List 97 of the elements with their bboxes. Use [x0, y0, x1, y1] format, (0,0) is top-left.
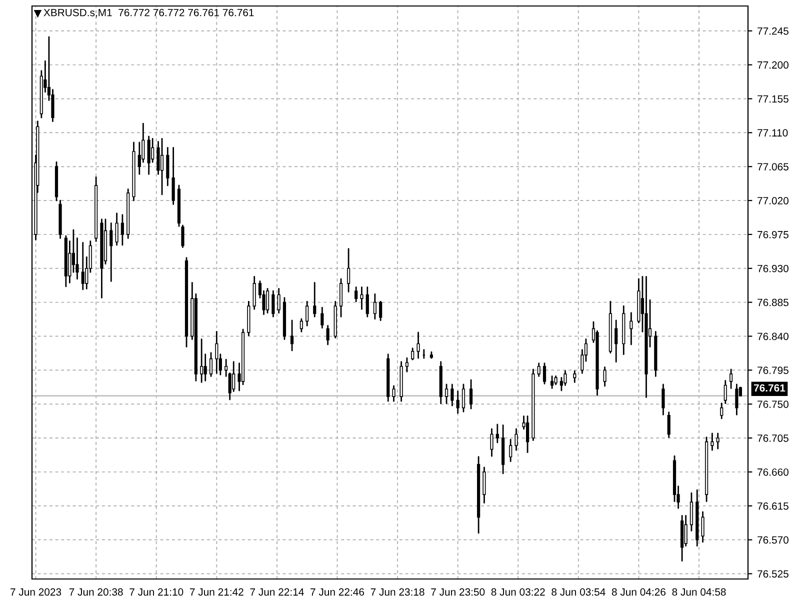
candlestick: [573, 370, 576, 383]
candlestick: [215, 331, 218, 374]
candlestick: [272, 290, 275, 318]
candlestick: [416, 332, 420, 359]
x-tick-label: 7 Jun 2023: [10, 588, 62, 596]
candlestick: [172, 147, 175, 205]
candlestick: [490, 428, 494, 457]
y-tick-label: 77.155: [758, 95, 788, 103]
y-tick-label: 76.750: [758, 400, 788, 408]
y-tick-label: 77.200: [758, 61, 788, 69]
candlestick: [496, 424, 499, 444]
y-tick-label: 76.840: [758, 332, 788, 340]
x-tick-label: 7 Jun 20:38: [69, 588, 123, 596]
candlestick: [450, 384, 454, 406]
candlestick: [603, 366, 606, 387]
x-tick-label: 8 Jun 03:54: [552, 588, 606, 596]
candlestick: [509, 438, 512, 462]
candlestick: [462, 384, 466, 412]
y-tick-label: 76.570: [758, 536, 788, 544]
candlestick: [716, 432, 720, 450]
candlestick: [115, 212, 118, 246]
candlestick: [366, 286, 369, 318]
candlestick: [232, 361, 236, 392]
candlestick: [469, 379, 473, 410]
candlestick: [514, 428, 518, 451]
candlestick: [346, 248, 350, 292]
candlestick: [684, 514, 688, 547]
y-tick-label: 77.020: [758, 197, 788, 204]
candlestick: [68, 240, 72, 284]
candlestick: [354, 286, 358, 302]
candlestick: [209, 352, 213, 377]
x-tick-label: 8 Jun 03:22: [491, 588, 545, 596]
y-tick-label: 77.065: [758, 163, 788, 170]
candlestick: [277, 288, 280, 314]
candlestick: [313, 282, 316, 318]
candlestick: [200, 338, 204, 383]
x-tick-label: 8 Jun 04:26: [612, 588, 666, 596]
y-tick-label: 76.705: [758, 434, 788, 442]
y-tick-label: 76.525: [758, 570, 788, 578]
candlestick: [720, 402, 724, 420]
candlestick: [456, 390, 460, 414]
candlestick: [662, 384, 665, 416]
y-tick-label: 76.615: [758, 502, 788, 510]
x-tick-label: 7 Jun 21:10: [130, 588, 184, 596]
candlestick: [266, 288, 270, 314]
candlestick: [204, 354, 207, 382]
candlestick: [710, 432, 714, 451]
candlestick: [379, 300, 382, 322]
candlestick: [550, 375, 554, 389]
candlestick: [160, 138, 164, 196]
candlestick: [667, 412, 670, 438]
ref-line-label: 76.761: [754, 384, 786, 392]
y-tick-label: 77.245: [758, 27, 788, 35]
candlestick: [360, 286, 364, 310]
candlestick: [373, 293, 376, 320]
candlestick: [701, 511, 704, 543]
candlestick: [735, 384, 738, 416]
candlestick: [306, 300, 309, 326]
candlestick: [444, 384, 448, 404]
candlestick: [537, 362, 540, 377]
candlestick: [411, 348, 414, 360]
x-tick-label: 7 Jun 22:46: [310, 588, 364, 596]
candlestick: [542, 362, 546, 384]
candlestick: [630, 312, 633, 346]
y-tick-label: 76.660: [758, 468, 788, 476]
candlestick: [392, 385, 396, 402]
candlestick: [81, 242, 84, 290]
candlestick: [120, 214, 124, 246]
candlestick: [166, 147, 170, 186]
candlestick: [339, 278, 343, 318]
candlestick: [405, 357, 409, 372]
candlestick: [729, 368, 733, 389]
candlestick: [181, 224, 184, 248]
y-tick-label: 76.885: [758, 298, 788, 306]
x-tick-label: 7 Jun 22:14: [250, 588, 304, 596]
candlestick: [252, 276, 256, 310]
candlestick: [690, 492, 694, 532]
candlestick: [320, 306, 324, 329]
y-tick-label: 76.795: [758, 366, 788, 374]
x-tick-label: 7 Jun 23:50: [431, 588, 485, 596]
candlestick: [482, 466, 486, 504]
candlestick: [151, 138, 154, 163]
y-tick-label: 76.975: [758, 230, 788, 238]
candlestick: [147, 136, 150, 175]
candlestick: [526, 415, 530, 454]
x-tick-label: 8 Jun 04:58: [672, 588, 726, 596]
y-tick-label: 77.110: [758, 129, 788, 137]
candlestick: [110, 222, 113, 282]
y-tick-label: 76.930: [758, 264, 788, 272]
candlestick: [724, 380, 727, 404]
candlestick: [290, 320, 294, 352]
chart-title: XBRUSD.s,M1 76.772 76.772 76.761 76.761: [44, 8, 254, 18]
x-tick-label: 7 Jun 21:42: [190, 588, 244, 596]
candlestick: [326, 324, 330, 346]
candlestick: [300, 318, 303, 332]
x-tick-label: 7 Jun 23:18: [370, 588, 424, 596]
candlestick: [614, 320, 618, 363]
